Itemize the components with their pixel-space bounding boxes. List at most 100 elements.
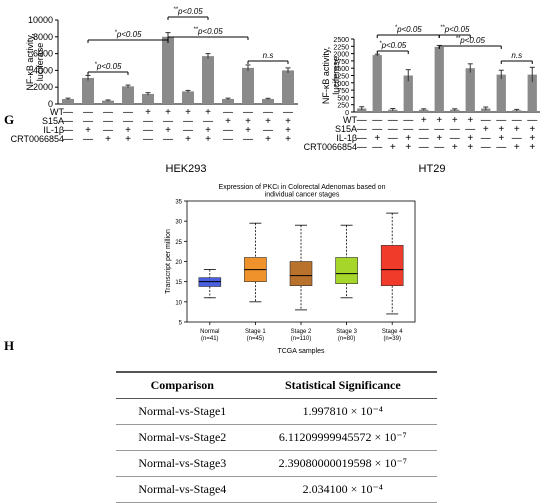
bar [434,46,444,112]
bar [450,109,460,112]
condition-sign: — [143,134,153,145]
condition-sign: + [498,133,504,144]
y-tick-label: 500 [337,95,349,102]
condition-sign: + [285,125,291,136]
condition-sign: + [245,125,251,136]
condition-sign: — [183,116,193,127]
condition-sign: — [388,115,398,126]
condition-sign: — [263,125,273,136]
bar [242,67,254,104]
condition-sign: — [103,116,113,127]
bar [282,70,294,104]
significance-label: **p<0.05 [440,25,470,34]
condition-sign: — [103,107,113,118]
condition-sign: + [225,116,231,127]
condition-sign: + [529,133,535,144]
condition-sign: — [512,133,522,144]
y-axis-label: Transcript per million [165,229,172,294]
table-row: Normal-vs-Stage3 2.39080000019598 × 10⁻⁷ [116,450,437,477]
significance-label: n.s [511,51,522,60]
column-header-significance: Statistical Significance [248,371,437,399]
x-tick-count: (n=41) [201,336,219,342]
condition-sign: + [125,125,131,136]
condition-sign: + [436,115,442,126]
y-tick-label: 2000 [333,52,349,59]
bar [102,100,114,104]
y-tick-label: 0 [48,99,53,109]
y-tick-label: 2000 [33,82,53,92]
condition-sign: — [83,116,93,127]
condition-sign: — [419,133,429,144]
condition-sign: — [388,133,398,144]
condition-sign: + [483,124,489,135]
condition-sign: — [357,124,367,135]
box [289,261,313,287]
bar [465,68,475,112]
condition-sign: + [390,142,396,153]
significance-label: **p<0.05 [193,27,223,36]
y-tick-label: 4000 [33,65,53,75]
y-tick-label: 750 [337,88,349,95]
condition-sign: — [481,142,491,153]
condition-sign: — [403,124,413,135]
condition-sign: — [263,107,273,118]
condition-sign: — [419,142,429,153]
condition-label: CRT0066854 [11,134,64,144]
condition-sign: — [450,133,460,144]
condition-sign: — [183,125,193,136]
condition-sign: + [285,116,291,127]
condition-sign: — [388,124,398,135]
condition-sign: — [496,115,506,126]
bar [122,86,134,104]
condition-sign: — [357,115,367,126]
x-tick-count: (n=39) [383,336,401,342]
condition-sign: — [63,116,73,127]
condition-sign: — [357,142,367,153]
condition-label: S15A [335,124,357,134]
condition-sign: — [83,134,93,145]
table-cell: 2.034100 × 10⁻⁴ [248,476,437,503]
x-tick-count: (n=45) [247,336,265,342]
x-tick-label: Stage 4 [382,329,403,335]
table-header-row: Comparison Statistical Significance [116,371,437,399]
column-header-comparison: Comparison [116,371,249,399]
condition-sign: + [498,124,504,135]
condition-sign: + [529,124,535,135]
condition-sign: — [123,107,133,118]
table-cell: Normal-vs-Stage2 [116,424,249,451]
y-axis-label: NF-κB activity,luciferase [25,33,45,90]
condition-label: CRT0066854 [304,142,357,152]
y-tick-label: 5 [179,321,183,327]
significance-label: *p<0.05 [94,62,122,71]
x-axis-label: TCGA samples [277,348,325,355]
y-tick-label: 30 [175,220,182,226]
condition-sign: — [143,116,153,127]
chart-title: HT29 [419,163,446,175]
condition-sign: — [223,134,233,145]
y-tick-label: 250 [337,103,349,110]
condition-label: S15A [42,116,64,126]
condition-sign: + [467,115,473,126]
bar [419,109,429,112]
bar [162,36,174,104]
condition-sign: — [372,124,382,135]
y-tick-label: 1750 [333,59,349,66]
x-tick-count: (n=110) [291,336,311,342]
condition-sign: + [185,134,191,145]
bar [142,93,154,104]
y-tick-label: 35 [175,200,182,206]
chart-title: HEK293 [166,163,207,175]
condition-sign: + [265,134,271,145]
table-cell: 1.997810 × 10⁻⁴ [248,398,437,425]
bar [62,98,74,104]
significance-label: **p<0.05 [173,7,203,16]
y-tick-label: 10 [175,300,182,306]
bar [481,108,491,112]
condition-sign: — [223,125,233,136]
condition-sign: + [125,134,131,145]
condition-sign: + [452,115,458,126]
condition-sign: + [205,125,211,136]
y-tick-label: 25 [175,240,182,246]
